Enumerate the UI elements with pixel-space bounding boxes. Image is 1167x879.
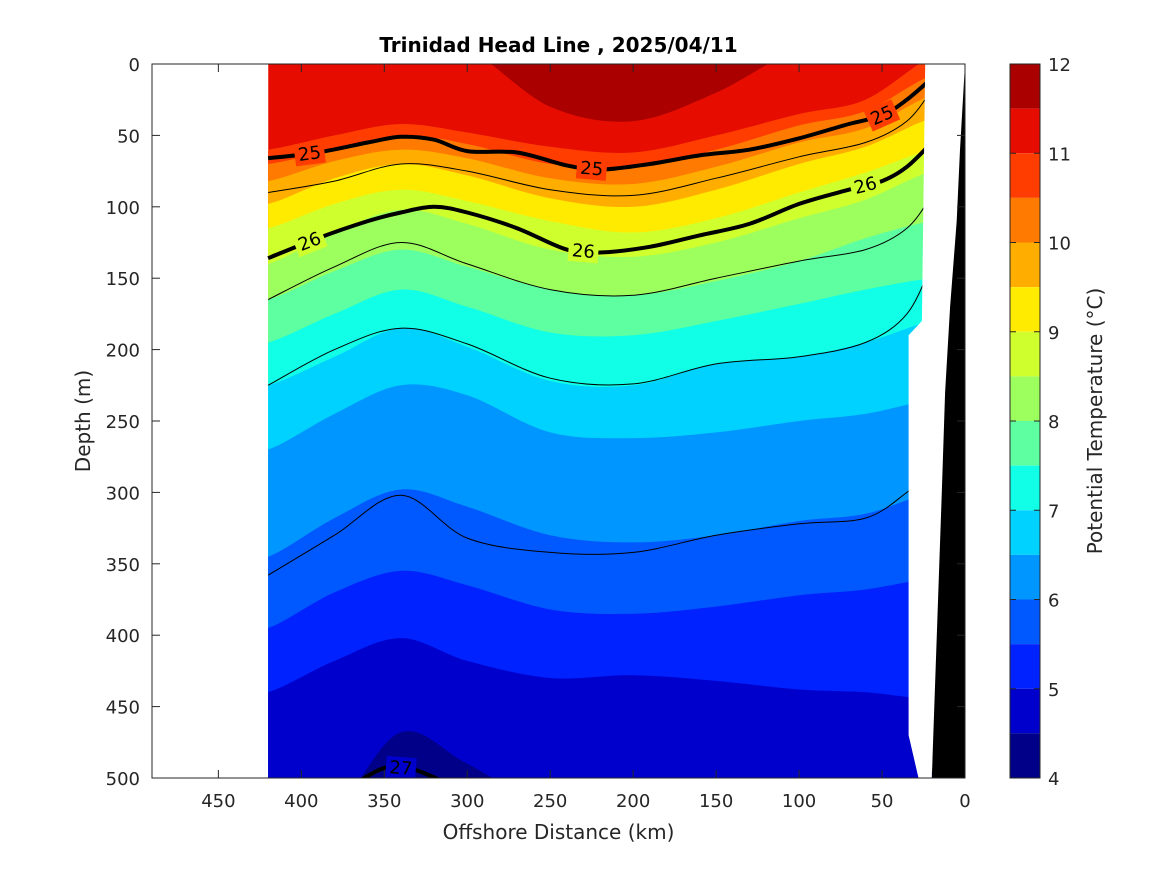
colorbar-tick-label: 10: [1048, 234, 1071, 255]
colorbar-tick-label: 12: [1048, 55, 1071, 76]
colorbar-swatch: [1010, 64, 1040, 109]
colorbar-tick-label: 5: [1048, 680, 1059, 701]
colorbar-swatch: [1010, 331, 1040, 377]
colorbar-swatch: [1010, 242, 1040, 288]
contour-label-25-0: 25: [293, 140, 326, 167]
colorbar-swatch: [1010, 153, 1040, 198]
colorbar-swatch: [1010, 644, 1040, 689]
y-tick-label: 250: [106, 412, 140, 433]
chart-title: Trinidad Head Line , 2025/04/11: [379, 33, 737, 57]
y-tick-label: 0: [129, 55, 140, 76]
x-tick-label: 400: [284, 791, 318, 812]
colorbar: 4 5 6 7 8 9 10 11 12: [1009, 55, 1071, 790]
colorbar-tick-label: 7: [1048, 501, 1059, 522]
contour-label-26-1: 26: [567, 238, 600, 264]
x-tick-label: 250: [533, 791, 567, 812]
nearshore-gap: [908, 64, 949, 778]
y-tick-label: 500: [106, 769, 140, 790]
y-tick-label: 350: [106, 555, 140, 576]
thin-contour-1: [268, 195, 932, 301]
thin-contour-0: [268, 89, 932, 197]
x-tick-label: 50: [871, 791, 894, 812]
contour-label-27-0: 27: [385, 755, 417, 780]
colorbar-tick-label: 9: [1048, 323, 1059, 344]
colorbar-tick-label: 8: [1048, 412, 1059, 433]
colorbar-swatch: [1010, 599, 1040, 645]
contour-label-text: 26: [571, 240, 596, 263]
colorbar-swatch: [1010, 554, 1040, 600]
contour-label-25-1: 25: [575, 156, 608, 181]
colorbar-swatch: [1010, 510, 1040, 555]
x-tick-label: 350: [367, 791, 401, 812]
y-tick-label: 100: [106, 198, 140, 219]
colorbar-tick-label: 4: [1048, 769, 1059, 790]
temperature-fills: [268, 64, 932, 778]
colorbar-label: Potential Temperature (°C): [1083, 288, 1107, 555]
colorbar-tick-label: 6: [1048, 591, 1059, 612]
x-tick-label: 200: [616, 791, 650, 812]
x-tick-label: 450: [201, 791, 235, 812]
y-tick-label: 450: [106, 698, 140, 719]
x-axis: 450 400 350 300 250 200 150 100 50 0: [201, 64, 971, 812]
seafloor-bathymetry: [908, 64, 965, 778]
thin-density-contours: [268, 89, 932, 576]
colorbar-swatch: [1010, 287, 1040, 332]
y-tick-label: 300: [106, 483, 140, 504]
x-axis-label: Offshore Distance (km): [443, 820, 675, 844]
y-tick-label: 50: [117, 126, 140, 147]
y-axis: 0 50 100 150 200 250 300 350 400 450 500: [106, 55, 965, 790]
colorbar-swatch: [1010, 197, 1040, 243]
contour-label-text: 27: [389, 757, 413, 780]
colorbar-swatch: [1010, 421, 1040, 466]
colorbar-swatch: [1010, 465, 1040, 511]
thin-contour-2: [268, 263, 932, 386]
contour-label-text: 25: [297, 142, 322, 166]
x-tick-label: 100: [782, 791, 816, 812]
y-tick-label: 150: [106, 269, 140, 290]
band-above-11.5: [490, 64, 768, 122]
colorbar-swatch: [1010, 733, 1040, 778]
x-tick-label: 0: [959, 791, 970, 812]
thin-contour-3: [268, 470, 932, 576]
y-tick-label: 200: [106, 341, 140, 362]
contour-label-text: 25: [579, 158, 604, 181]
y-axis-label: Depth (m): [71, 370, 95, 472]
x-tick-label: 300: [450, 791, 484, 812]
x-tick-label: 150: [699, 791, 733, 812]
colorbar-swatch: [1010, 108, 1040, 154]
colorbar-swatch: [1010, 376, 1040, 421]
y-tick-label: 400: [106, 626, 140, 647]
seafloor: [931, 64, 965, 778]
colorbar-swatch: [1010, 688, 1040, 734]
colorbar-tick-label: 11: [1048, 144, 1071, 165]
